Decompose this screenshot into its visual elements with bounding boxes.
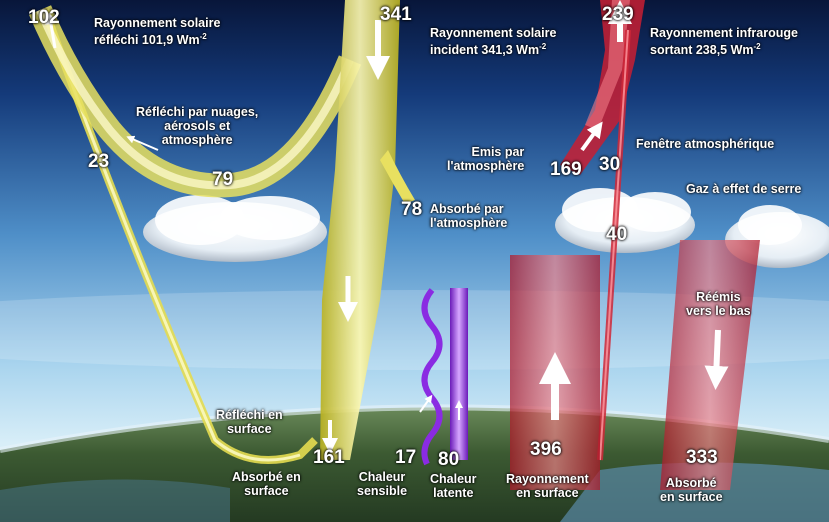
latent-heat-value: 80 [438, 449, 460, 470]
latent-heat-beam [450, 288, 468, 460]
latent-heat-label: Chaleur latente [430, 472, 477, 500]
back-radiation-beam [660, 240, 760, 490]
reflected-total-value: 102 [28, 7, 60, 28]
absorbed-surface-value: 161 [313, 447, 345, 468]
atm-window-label: Fenêtre atmosphérique [636, 137, 775, 151]
cloud-emission-value: 40 [606, 224, 628, 245]
absorbed-atm-value: 78 [401, 199, 423, 220]
emitted-atm-label: Emis par l'atmosphère [447, 145, 525, 173]
absorbed-surface-right-label: Absorbé en surface [660, 476, 723, 504]
atm-window-value: 30 [599, 154, 621, 175]
absorbed-atm-label: Absorbé par l'atmosphère [430, 202, 508, 230]
reflected-surface-value: 23 [88, 151, 110, 172]
incident-total-value: 341 [380, 4, 412, 25]
absorbed-atm-branch [380, 150, 415, 204]
back-radiation-value: 333 [686, 447, 718, 468]
back-radiation-label: Réémis vers le bas [686, 290, 751, 318]
absorbed-surface-left-label: Absorbé en surface [232, 470, 301, 498]
sensible-heat-value: 17 [395, 447, 417, 468]
emitted-atm-value: 169 [550, 159, 582, 180]
surface-radiation-label: Rayonnement en surface [506, 472, 589, 500]
outgoing-ir-total-value: 239 [602, 4, 634, 25]
greenhouse-label: Gaz à effet de serre [686, 182, 802, 196]
cloud-middle [555, 188, 695, 253]
sensible-heat-wave [421, 288, 443, 466]
reflected-clouds-value: 79 [212, 169, 234, 190]
incident-solar-title: Rayonnement solaire incident 341,3 Wm-2 [430, 26, 557, 58]
surface-radiation-value: 396 [530, 439, 562, 460]
reflected-clouds-label: Réfléchi par nuages, aérosols et atmosph… [136, 105, 259, 147]
incident-solar-beam [320, 0, 400, 460]
reflected-solar-title: Rayonnement solaire réfléchi 101,9 Wm-2 [94, 16, 221, 48]
outgoing-ir-title: Rayonnement infrarouge sortant 238,5 Wm-… [650, 26, 798, 58]
cloud-left [143, 195, 327, 262]
reflected-surface-label: Réfléchi en surface [216, 408, 283, 436]
sensible-heat-label: Chaleur sensible [357, 470, 408, 498]
